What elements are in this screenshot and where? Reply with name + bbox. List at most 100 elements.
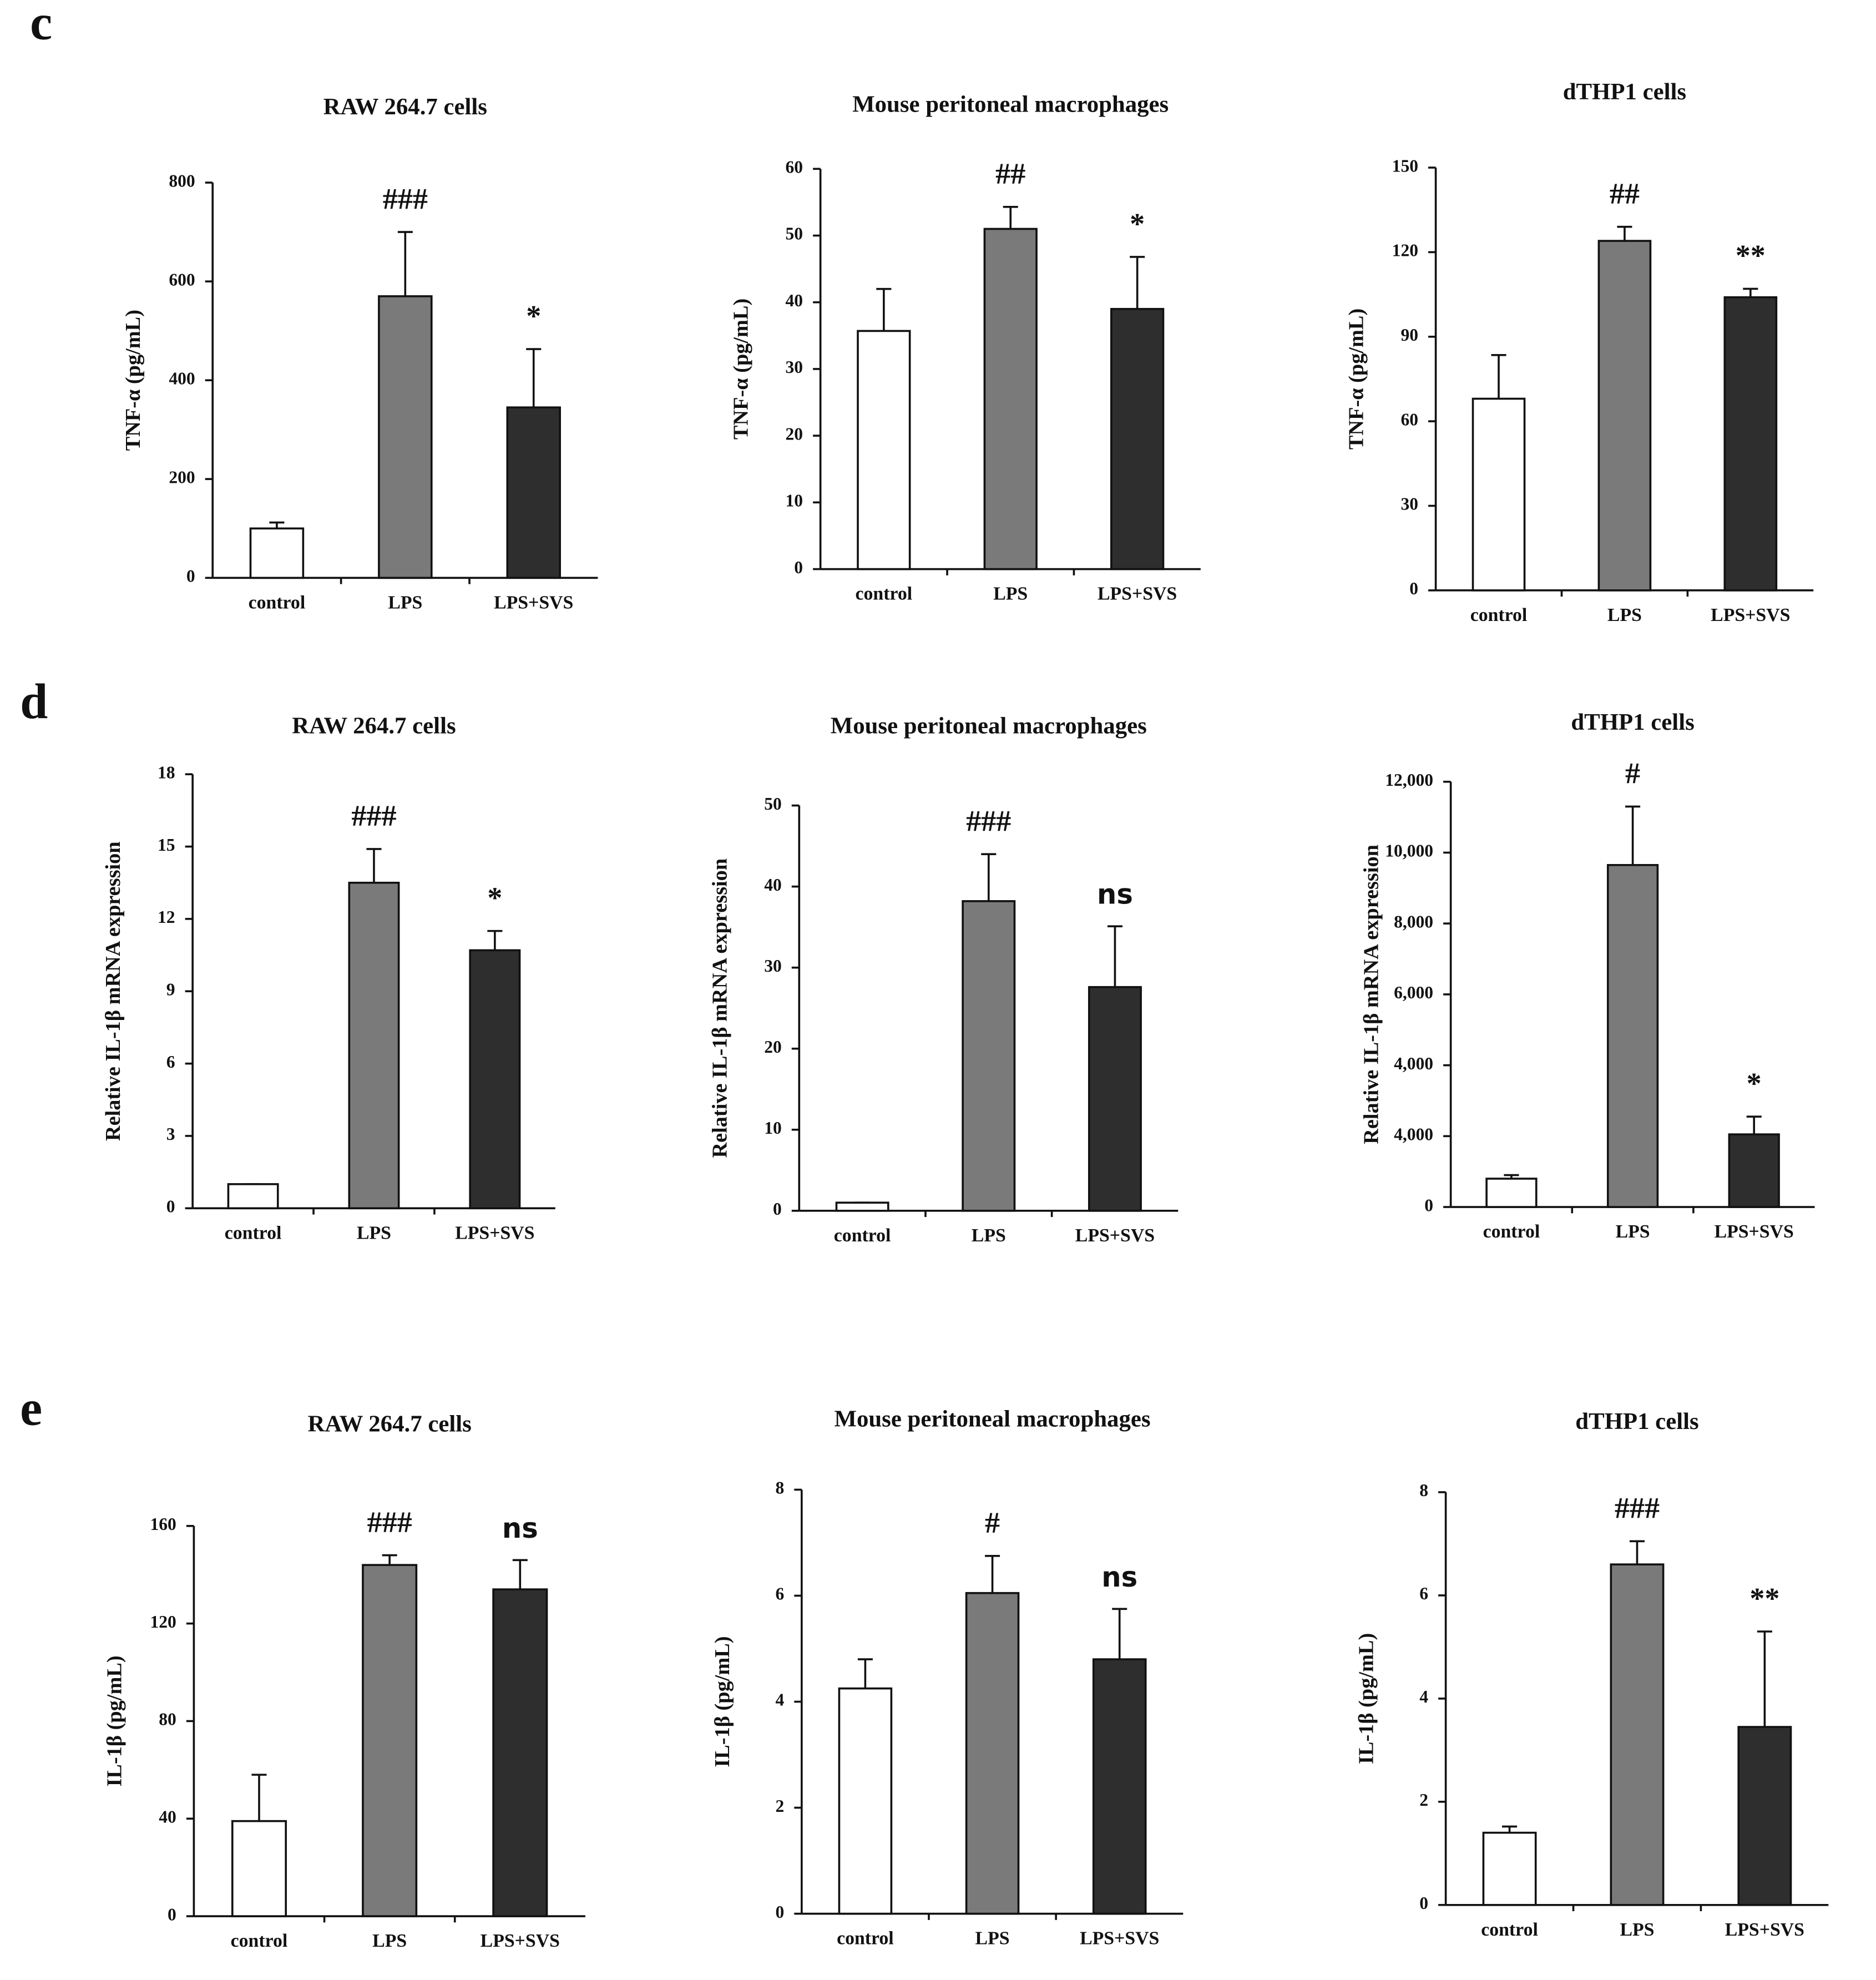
bar xyxy=(378,295,433,579)
significance-label: ns xyxy=(502,1512,538,1544)
x-tick-label: control xyxy=(837,1928,894,1949)
y-axis-label: TNF-α (pg/mL) xyxy=(1345,309,1368,449)
x-tick-label: LPS xyxy=(1620,1920,1654,1940)
y-tick-label: 150 xyxy=(1392,156,1418,175)
bar xyxy=(492,1588,548,1917)
x-tick-label: LPS+SVS xyxy=(455,1223,534,1243)
bar xyxy=(1597,240,1652,592)
y-tick-label: 0 xyxy=(1424,1195,1433,1215)
y-tick-label: 12,000 xyxy=(1385,770,1433,790)
bar xyxy=(1472,397,1526,592)
significance-label: ### xyxy=(383,182,428,215)
y-tick-label: 0 xyxy=(1419,1893,1428,1913)
x-tick-label: control xyxy=(834,1225,891,1246)
bar xyxy=(1737,1726,1792,1906)
y-tick-label: 600 xyxy=(169,270,195,289)
bar xyxy=(983,228,1038,570)
x-tick-label: LPS xyxy=(975,1928,1010,1949)
y-axis-label: IL-1β (pg/mL) xyxy=(103,1655,126,1786)
chart-title: RAW 264.7 cells xyxy=(292,713,456,739)
x-tick-label: LPS xyxy=(1616,1221,1650,1242)
subplot: RAW 264.7 cells Relative IL-1β mRNA expre… xyxy=(102,713,555,1243)
significance-label: * xyxy=(526,299,541,332)
y-tick-label: 20 xyxy=(764,1037,782,1057)
y-tick-label: 2 xyxy=(775,1796,784,1816)
bar xyxy=(965,1592,1020,1915)
x-tick-label: LPS+SVS xyxy=(1075,1225,1155,1246)
y-tick-label: 15 xyxy=(158,835,175,855)
y-axis-label: Relative IL-1β mRNA expression xyxy=(708,858,731,1158)
y-tick-label: 4 xyxy=(775,1690,784,1710)
y-tick-label: 8,000 xyxy=(1394,912,1433,931)
significance-label: ### xyxy=(966,804,1011,837)
x-tick-label: LPS+SVS xyxy=(1711,605,1790,625)
y-tick-label: 90 xyxy=(1400,325,1418,345)
y-tick-label: 40 xyxy=(159,1807,176,1826)
bar xyxy=(838,1687,893,1915)
x-tick-label: LPS+SVS xyxy=(1715,1221,1794,1242)
bar xyxy=(506,406,561,579)
bar xyxy=(469,949,521,1210)
bar xyxy=(857,330,911,570)
x-tick-label: LPS xyxy=(993,584,1028,604)
y-tick-label: 0 xyxy=(166,1197,175,1216)
x-tick-label: control xyxy=(1481,1920,1538,1940)
bar xyxy=(1723,296,1778,592)
chart-title: Mouse peritoneal macrophages xyxy=(831,713,1147,739)
significance-label: ns xyxy=(1097,878,1133,911)
significance-label: # xyxy=(985,1506,1000,1539)
significance-label: * xyxy=(1747,1067,1762,1100)
significance-label: ** xyxy=(1736,239,1766,272)
significance-label: * xyxy=(487,881,502,915)
y-tick-label: 6,000 xyxy=(1394,983,1433,1002)
y-tick-label: 120 xyxy=(150,1612,176,1632)
significance-label: * xyxy=(1130,207,1145,240)
x-tick-label: LPS xyxy=(388,592,422,613)
y-tick-label: 30 xyxy=(1400,494,1418,514)
significance-label: ** xyxy=(1749,1582,1779,1615)
y-tick-label: 20 xyxy=(786,424,803,443)
subplot: Mouse peritoneal macrophages IL-1β (pg/mL… xyxy=(711,1406,1184,1949)
y-tick-label: 4 xyxy=(1419,1687,1428,1706)
x-tick-label: control xyxy=(225,1223,282,1243)
chart-title: dTHP1 cells xyxy=(1571,709,1694,735)
y-tick-label: 0 xyxy=(794,558,803,577)
bar xyxy=(1728,1133,1780,1208)
bar xyxy=(1606,863,1659,1208)
bar xyxy=(1482,1831,1537,1906)
subplot: dTHP1 cells IL-1β (pg/mL) 0 2 4 6 8 control LPS #… xyxy=(1355,1408,1829,1940)
x-tick-label: LPS xyxy=(372,1931,407,1951)
y-tick-label: 80 xyxy=(159,1710,176,1729)
significance-label: ### xyxy=(1615,1492,1660,1525)
y-tick-label: 6 xyxy=(775,1584,784,1604)
significance-label: ### xyxy=(367,1506,412,1539)
x-tick-label: LPS+SVS xyxy=(481,1931,560,1951)
y-tick-label: 6 xyxy=(1419,1584,1428,1603)
y-tick-label: 12 xyxy=(158,907,175,927)
y-tick-label: 10,000 xyxy=(1385,841,1433,861)
subplot: dTHP1 cells TNF-α (pg/mL) 0 30 60 90 120 150 con… xyxy=(1345,79,1814,625)
subplot: Mouse peritoneal macrophages Relative IL-… xyxy=(708,713,1179,1246)
chart-title: dTHP1 cells xyxy=(1575,1408,1698,1435)
x-tick-label: control xyxy=(856,584,913,604)
bar xyxy=(962,900,1016,1212)
bar xyxy=(231,1820,287,1917)
y-tick-label: 60 xyxy=(1400,410,1418,429)
y-tick-label: 0 xyxy=(775,1902,784,1922)
y-tick-label: 10 xyxy=(786,491,803,511)
y-tick-label: 120 xyxy=(1392,241,1418,260)
y-tick-label: 8 xyxy=(1419,1481,1428,1500)
significance-label: ## xyxy=(1610,177,1640,210)
y-tick-label: 0 xyxy=(186,567,195,586)
x-tick-label: control xyxy=(1483,1221,1540,1242)
y-tick-label: 30 xyxy=(786,357,803,377)
y-tick-label: 4,000 xyxy=(1394,1125,1433,1144)
significance-label: ns xyxy=(1101,1561,1137,1593)
y-tick-label: 60 xyxy=(786,158,803,177)
y-axis-label: IL-1β (pg/mL) xyxy=(711,1636,734,1767)
significance-label: ## xyxy=(995,157,1025,190)
x-tick-label: LPS+SVS xyxy=(1725,1920,1804,1940)
y-tick-label: 4,000 xyxy=(1394,1054,1433,1073)
x-tick-label: control xyxy=(231,1931,288,1951)
